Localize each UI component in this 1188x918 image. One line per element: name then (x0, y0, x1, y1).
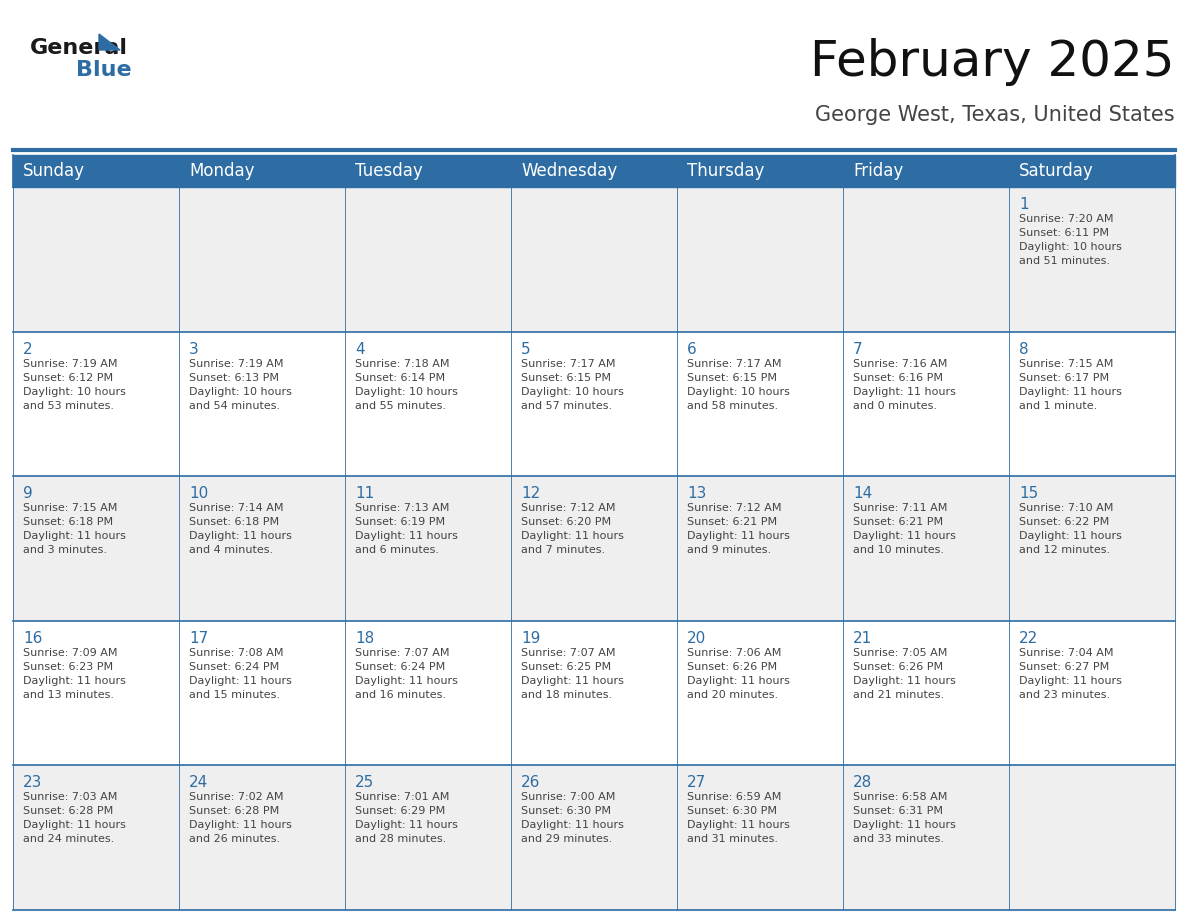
Text: Sunrise: 7:07 AM
Sunset: 6:25 PM
Daylight: 11 hours
and 18 minutes.: Sunrise: 7:07 AM Sunset: 6:25 PM Dayligh… (522, 648, 624, 700)
Text: Sunday: Sunday (23, 162, 86, 180)
Text: 8: 8 (1019, 341, 1029, 356)
Text: 24: 24 (189, 776, 208, 790)
Text: Thursday: Thursday (687, 162, 764, 180)
Text: Sunrise: 7:16 AM
Sunset: 6:16 PM
Daylight: 11 hours
and 0 minutes.: Sunrise: 7:16 AM Sunset: 6:16 PM Dayligh… (853, 359, 956, 410)
Text: Sunrise: 7:07 AM
Sunset: 6:24 PM
Daylight: 11 hours
and 16 minutes.: Sunrise: 7:07 AM Sunset: 6:24 PM Dayligh… (355, 648, 457, 700)
Text: 1: 1 (1019, 197, 1029, 212)
Text: 10: 10 (189, 487, 208, 501)
Text: Sunrise: 7:15 AM
Sunset: 6:18 PM
Daylight: 11 hours
and 3 minutes.: Sunrise: 7:15 AM Sunset: 6:18 PM Dayligh… (23, 503, 126, 555)
Text: Sunrise: 7:18 AM
Sunset: 6:14 PM
Daylight: 10 hours
and 55 minutes.: Sunrise: 7:18 AM Sunset: 6:14 PM Dayligh… (355, 359, 457, 410)
Text: Sunrise: 7:12 AM
Sunset: 6:21 PM
Daylight: 11 hours
and 9 minutes.: Sunrise: 7:12 AM Sunset: 6:21 PM Dayligh… (687, 503, 790, 555)
Text: 16: 16 (23, 631, 43, 645)
Text: General: General (30, 38, 128, 58)
Text: Sunrise: 7:11 AM
Sunset: 6:21 PM
Daylight: 11 hours
and 10 minutes.: Sunrise: 7:11 AM Sunset: 6:21 PM Dayligh… (853, 503, 956, 555)
Text: 9: 9 (23, 487, 33, 501)
Text: Wednesday: Wednesday (522, 162, 618, 180)
Text: February 2025: February 2025 (810, 38, 1175, 86)
Text: 7: 7 (853, 341, 862, 356)
Text: 13: 13 (687, 487, 707, 501)
Text: 12: 12 (522, 487, 541, 501)
Text: 4: 4 (355, 341, 365, 356)
Bar (13, 621, 1175, 766)
Text: 6: 6 (687, 341, 696, 356)
Text: Sunrise: 7:19 AM
Sunset: 6:12 PM
Daylight: 10 hours
and 53 minutes.: Sunrise: 7:19 AM Sunset: 6:12 PM Dayligh… (23, 359, 126, 410)
Text: 27: 27 (687, 776, 706, 790)
Text: Sunrise: 7:09 AM
Sunset: 6:23 PM
Daylight: 11 hours
and 13 minutes.: Sunrise: 7:09 AM Sunset: 6:23 PM Dayligh… (23, 648, 126, 700)
Text: Sunrise: 7:00 AM
Sunset: 6:30 PM
Daylight: 11 hours
and 29 minutes.: Sunrise: 7:00 AM Sunset: 6:30 PM Dayligh… (522, 792, 624, 845)
Text: 3: 3 (189, 341, 198, 356)
Text: 18: 18 (355, 631, 374, 645)
Text: Sunrise: 7:17 AM
Sunset: 6:15 PM
Daylight: 10 hours
and 58 minutes.: Sunrise: 7:17 AM Sunset: 6:15 PM Dayligh… (687, 359, 790, 410)
Text: 17: 17 (189, 631, 208, 645)
Text: 26: 26 (522, 776, 541, 790)
Text: Sunrise: 7:10 AM
Sunset: 6:22 PM
Daylight: 11 hours
and 12 minutes.: Sunrise: 7:10 AM Sunset: 6:22 PM Dayligh… (1019, 503, 1121, 555)
Text: Sunrise: 7:15 AM
Sunset: 6:17 PM
Daylight: 11 hours
and 1 minute.: Sunrise: 7:15 AM Sunset: 6:17 PM Dayligh… (1019, 359, 1121, 410)
Text: Sunrise: 7:01 AM
Sunset: 6:29 PM
Daylight: 11 hours
and 28 minutes.: Sunrise: 7:01 AM Sunset: 6:29 PM Dayligh… (355, 792, 457, 845)
Text: Sunrise: 7:13 AM
Sunset: 6:19 PM
Daylight: 11 hours
and 6 minutes.: Sunrise: 7:13 AM Sunset: 6:19 PM Dayligh… (355, 503, 457, 555)
Text: 5: 5 (522, 341, 531, 356)
Text: Sunrise: 7:14 AM
Sunset: 6:18 PM
Daylight: 11 hours
and 4 minutes.: Sunrise: 7:14 AM Sunset: 6:18 PM Dayligh… (189, 503, 292, 555)
Bar (13, 476, 1175, 621)
Text: 25: 25 (355, 776, 374, 790)
Text: 28: 28 (853, 776, 872, 790)
Bar (13, 331, 1175, 476)
Bar (13, 187, 1175, 331)
Text: 23: 23 (23, 776, 43, 790)
Text: Sunrise: 7:04 AM
Sunset: 6:27 PM
Daylight: 11 hours
and 23 minutes.: Sunrise: 7:04 AM Sunset: 6:27 PM Dayligh… (1019, 648, 1121, 700)
Text: Friday: Friday (853, 162, 903, 180)
Text: Sunrise: 7:20 AM
Sunset: 6:11 PM
Daylight: 10 hours
and 51 minutes.: Sunrise: 7:20 AM Sunset: 6:11 PM Dayligh… (1019, 214, 1121, 266)
Text: Sunrise: 7:06 AM
Sunset: 6:26 PM
Daylight: 11 hours
and 20 minutes.: Sunrise: 7:06 AM Sunset: 6:26 PM Dayligh… (687, 648, 790, 700)
Text: Blue: Blue (76, 60, 132, 80)
Text: 15: 15 (1019, 487, 1038, 501)
Text: Sunrise: 7:12 AM
Sunset: 6:20 PM
Daylight: 11 hours
and 7 minutes.: Sunrise: 7:12 AM Sunset: 6:20 PM Dayligh… (522, 503, 624, 555)
Text: Sunrise: 7:05 AM
Sunset: 6:26 PM
Daylight: 11 hours
and 21 minutes.: Sunrise: 7:05 AM Sunset: 6:26 PM Dayligh… (853, 648, 956, 700)
Polygon shape (99, 34, 120, 50)
Text: Saturday: Saturday (1019, 162, 1094, 180)
Text: 21: 21 (853, 631, 872, 645)
Text: 2: 2 (23, 341, 32, 356)
Text: Sunrise: 7:08 AM
Sunset: 6:24 PM
Daylight: 11 hours
and 15 minutes.: Sunrise: 7:08 AM Sunset: 6:24 PM Dayligh… (189, 648, 292, 700)
Bar (13, 155, 1175, 187)
Text: Tuesday: Tuesday (355, 162, 423, 180)
Text: Monday: Monday (189, 162, 254, 180)
Text: George West, Texas, United States: George West, Texas, United States (815, 105, 1175, 125)
Text: 11: 11 (355, 487, 374, 501)
Text: Sunrise: 6:59 AM
Sunset: 6:30 PM
Daylight: 11 hours
and 31 minutes.: Sunrise: 6:59 AM Sunset: 6:30 PM Dayligh… (687, 792, 790, 845)
Text: Sunrise: 7:17 AM
Sunset: 6:15 PM
Daylight: 10 hours
and 57 minutes.: Sunrise: 7:17 AM Sunset: 6:15 PM Dayligh… (522, 359, 624, 410)
Text: 14: 14 (853, 487, 872, 501)
Text: Sunrise: 6:58 AM
Sunset: 6:31 PM
Daylight: 11 hours
and 33 minutes.: Sunrise: 6:58 AM Sunset: 6:31 PM Dayligh… (853, 792, 956, 845)
Text: 22: 22 (1019, 631, 1038, 645)
Text: 20: 20 (687, 631, 706, 645)
Text: Sunrise: 7:02 AM
Sunset: 6:28 PM
Daylight: 11 hours
and 26 minutes.: Sunrise: 7:02 AM Sunset: 6:28 PM Dayligh… (189, 792, 292, 845)
Text: Sunrise: 7:03 AM
Sunset: 6:28 PM
Daylight: 11 hours
and 24 minutes.: Sunrise: 7:03 AM Sunset: 6:28 PM Dayligh… (23, 792, 126, 845)
Bar (13, 766, 1175, 910)
Text: Sunrise: 7:19 AM
Sunset: 6:13 PM
Daylight: 10 hours
and 54 minutes.: Sunrise: 7:19 AM Sunset: 6:13 PM Dayligh… (189, 359, 292, 410)
Text: 19: 19 (522, 631, 541, 645)
